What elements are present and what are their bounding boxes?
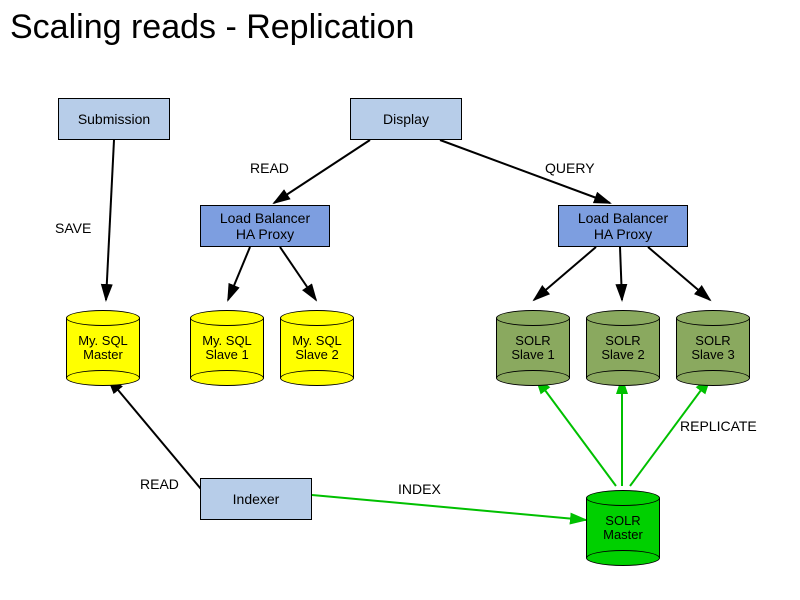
solr-slave3-label: SOLRSlave 3 — [676, 334, 750, 363]
page-title: Scaling reads - Replication — [10, 8, 414, 47]
solr-slave3-cylinder: SOLRSlave 3 — [676, 310, 750, 386]
solr-slave2-label: SOLRSlave 2 — [586, 334, 660, 363]
load-balancer-2-label: Load BalancerHA Proxy — [578, 210, 668, 242]
save-label: SAVE — [55, 220, 91, 236]
replicate-label: REPLICATE — [680, 418, 757, 434]
index-label: INDEX — [398, 481, 441, 497]
submission-box: Submission — [58, 98, 170, 140]
mysql-slave1-cylinder: My. SQLSlave 1 — [190, 310, 264, 386]
query-label: QUERY — [545, 160, 595, 176]
submission-label: Submission — [78, 111, 150, 127]
mysql-master-label: My. SQLMaster — [66, 334, 140, 363]
mysql-master-cylinder: My. SQLMaster — [66, 310, 140, 386]
solr-master-label: SOLRMaster — [586, 514, 660, 543]
read-label-2: READ — [140, 476, 179, 492]
mysql-slave2-label: My. SQLSlave 2 — [280, 334, 354, 363]
indexer-box: Indexer — [200, 478, 312, 520]
arrows-layer — [0, 0, 800, 600]
display-box: Display — [350, 98, 462, 140]
solr-slave1-cylinder: SOLRSlave 1 — [496, 310, 570, 386]
solr-master-cylinder: SOLRMaster — [586, 490, 660, 566]
mysql-slave1-label: My. SQLSlave 1 — [190, 334, 264, 363]
solr-slave2-cylinder: SOLRSlave 2 — [586, 310, 660, 386]
read-label-1: READ — [250, 160, 289, 176]
mysql-slave2-cylinder: My. SQLSlave 2 — [280, 310, 354, 386]
load-balancer-1-label: Load BalancerHA Proxy — [220, 210, 310, 242]
load-balancer-2-box: Load BalancerHA Proxy — [558, 205, 688, 247]
display-label: Display — [383, 111, 429, 127]
load-balancer-1-box: Load BalancerHA Proxy — [200, 205, 330, 247]
solr-slave1-label: SOLRSlave 1 — [496, 334, 570, 363]
indexer-label: Indexer — [233, 491, 280, 507]
